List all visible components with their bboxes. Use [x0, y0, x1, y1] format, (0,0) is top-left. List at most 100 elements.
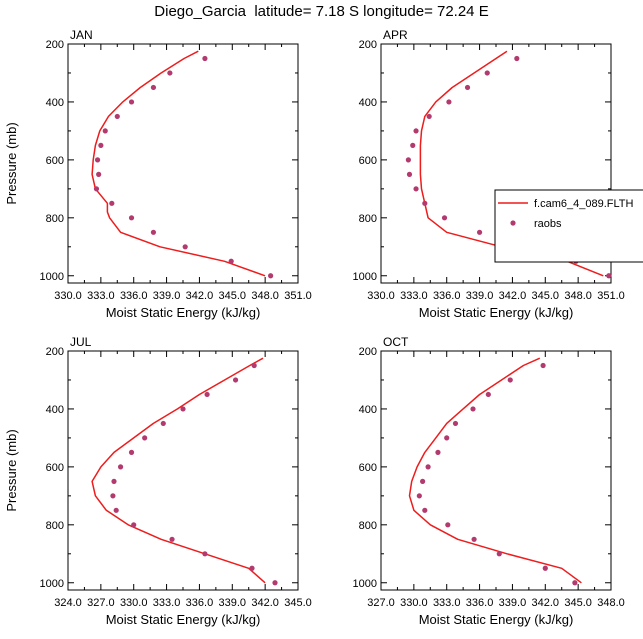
obs-marker [476, 229, 483, 235]
obs-marker [131, 522, 137, 528]
obs-marker [470, 406, 476, 412]
obs-marker [441, 215, 448, 221]
y-tick-label: 400 [359, 97, 377, 109]
obs-marker [446, 99, 452, 105]
x-tick-label: 336.0 [433, 290, 461, 302]
obs-marker [249, 565, 255, 571]
x-tick-label: 333.0 [433, 597, 461, 609]
legend-model-label: f.cam6_4_089.FLTH [534, 198, 634, 210]
obs-marker [98, 142, 104, 148]
panel-apr: APR 330.0 333.0 336.0 339.0 342.0 345.0 348.0 35… [353, 28, 625, 320]
obs-marker [540, 362, 546, 369]
model-line [91, 357, 266, 584]
x-tick-label: 333.0 [400, 290, 428, 302]
obs-marker [128, 215, 135, 221]
obs-marker [471, 536, 477, 542]
obs-marker [452, 420, 459, 427]
model-line [91, 50, 266, 277]
y-axis-title: Pressure (mb) [4, 122, 19, 204]
x-tick-label: 348.0 [251, 290, 279, 302]
panel-label: JAN [70, 28, 93, 42]
obs-marker [484, 70, 490, 76]
obs-marker [167, 70, 173, 76]
x-tick-label: 342.0 [251, 597, 279, 609]
y-tick-label: 800 [359, 213, 377, 225]
x-tick-label: 333.0 [87, 290, 115, 302]
y-tick-label: 200 [46, 346, 64, 358]
obs-marker [410, 142, 416, 148]
x-tick-label: 324.0 [54, 597, 82, 609]
y-tick-label: 800 [359, 520, 377, 532]
x-axis-title: Moist Static Energy (kJ/kg) [106, 305, 261, 320]
obs-marker [445, 522, 451, 528]
obs-marker [169, 536, 175, 542]
y-tick-label: 200 [359, 39, 377, 51]
obs-marker [117, 464, 124, 470]
obs-marker [232, 377, 239, 383]
y-tick-label: 1000 [40, 271, 64, 283]
obs-marker [405, 157, 411, 163]
obs-marker [182, 244, 188, 250]
model-line [419, 50, 604, 277]
obs-marker [102, 128, 108, 134]
plot-frame [67, 350, 299, 591]
obs-marker [413, 186, 419, 192]
x-tick-label: 342.0 [532, 597, 560, 609]
obs-marker [422, 507, 428, 513]
x-tick-label: 333.0 [153, 597, 181, 609]
panel-label: OCT [383, 335, 409, 349]
obs-marker [160, 420, 166, 427]
obs-marker [514, 55, 520, 62]
panel-oct: OCT 327.0 330.0 333.0 336.0 339.0 342.0 345.0 34… [353, 335, 625, 627]
x-tick-label: 348.0 [597, 597, 625, 609]
obs-marker [150, 229, 157, 235]
obs-marker [416, 493, 422, 499]
obs-marker [444, 435, 450, 441]
figure-title: Diego_Garcia latitude= 7.18 S longitude=… [154, 3, 489, 20]
legend-obs-label: raobs [534, 218, 562, 230]
obs-marker [228, 258, 234, 264]
obs-marker [202, 55, 208, 62]
x-tick-label: 345.0 [219, 290, 247, 302]
x-tick-label: 336.0 [466, 597, 494, 609]
x-tick-label: 336.0 [186, 597, 214, 609]
x-tick-label: 345.0 [532, 290, 560, 302]
x-tick-label: 330.0 [120, 597, 148, 609]
y-tick-label: 200 [359, 346, 377, 358]
x-tick-label: 339.0 [219, 597, 247, 609]
obs-marker [485, 391, 491, 398]
obs-marker [425, 464, 431, 470]
y-tick-label: 600 [359, 155, 377, 167]
y-tick-label: 600 [46, 155, 64, 167]
obs-marker [96, 171, 102, 177]
obs-marker [496, 551, 502, 557]
obs-marker [94, 157, 101, 163]
obs-marker [251, 362, 257, 369]
obs-marker [435, 449, 441, 455]
obs-marker [111, 478, 117, 484]
panel-jul: JUL 324.0 327.0 330.0 333.0 336.0 339.0 342.0 34… [4, 335, 312, 627]
x-axis-title: Moist Static Energy (kJ/kg) [106, 612, 261, 627]
obs-marker [114, 113, 120, 120]
x-tick-label: 339.0 [153, 290, 181, 302]
obs-marker [464, 84, 471, 91]
y-tick-label: 400 [359, 404, 377, 416]
obs-marker [420, 478, 426, 484]
panel-label: APR [383, 28, 408, 42]
x-tick-label: 345.0 [564, 597, 592, 609]
x-tick-label: 327.0 [87, 597, 115, 609]
obs-marker [606, 273, 612, 279]
x-tick-label: 330.0 [400, 597, 428, 609]
y-tick-label: 800 [46, 213, 64, 225]
obs-marker [542, 565, 548, 571]
obs-marker [128, 99, 135, 105]
x-tick-label: 345.0 [284, 597, 312, 609]
x-tick-label: 348.0 [564, 290, 592, 302]
y-tick-label: 1000 [353, 271, 377, 283]
x-axis-title: Moist Static Energy (kJ/kg) [419, 612, 574, 627]
obs-marker [572, 580, 578, 586]
obs-marker [422, 200, 428, 206]
x-tick-label: 342.0 [499, 290, 527, 302]
y-tick-label: 400 [46, 97, 64, 109]
